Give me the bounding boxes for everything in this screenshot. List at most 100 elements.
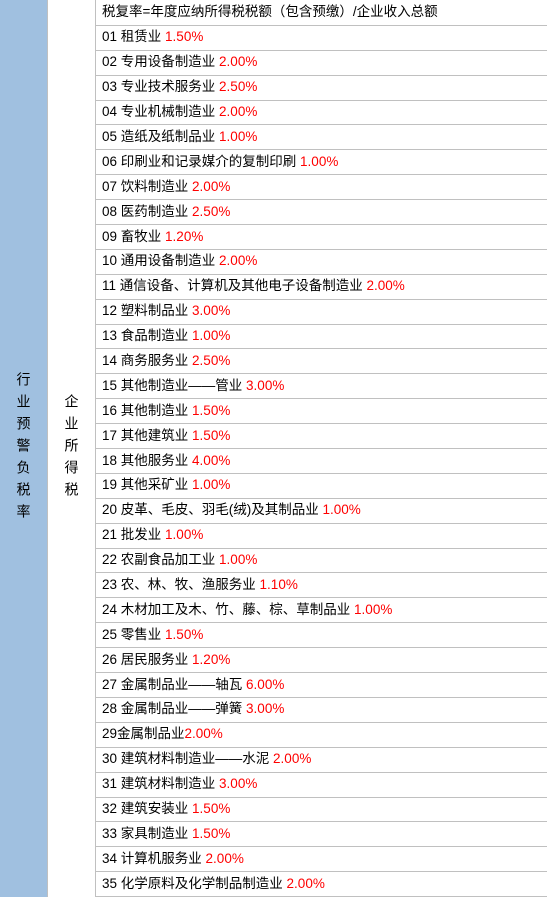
row-number: 27 bbox=[102, 677, 117, 692]
row-industry-name: 畜牧业 bbox=[117, 229, 165, 244]
row-tax-rate: 2.00% bbox=[206, 851, 244, 866]
rows-container: 01 租赁业 1.50%02 专用设备制造业 2.00%03 专业技术服务业 2… bbox=[96, 26, 547, 897]
table-row: 18 其他服务业 4.00% bbox=[96, 449, 547, 474]
row-industry-name: 其他服务业 bbox=[117, 453, 192, 468]
row-tax-rate: 2.50% bbox=[192, 353, 230, 368]
row-industry-name: 金属制品业——弹簧 bbox=[117, 701, 246, 716]
row-tax-rate: 2.00% bbox=[273, 751, 311, 766]
row-number: 07 bbox=[102, 179, 117, 194]
table-row: 03 专业技术服务业 2.50% bbox=[96, 76, 547, 101]
row-industry-name: 皮革、毛皮、羽毛(绒)及其制品业 bbox=[117, 502, 323, 517]
row-number: 14 bbox=[102, 353, 117, 368]
row-number: 21 bbox=[102, 527, 117, 542]
row-tax-rate: 1.00% bbox=[165, 527, 203, 542]
row-industry-name: 专业机械制造业 bbox=[117, 104, 219, 119]
row-tax-rate: 2.50% bbox=[192, 204, 230, 219]
row-tax-rate: 3.00% bbox=[192, 303, 230, 318]
row-number: 28 bbox=[102, 701, 117, 716]
row-industry-name: 居民服务业 bbox=[117, 652, 192, 667]
row-number: 20 bbox=[102, 502, 117, 517]
row-industry-name: 金属制品业——轴瓦 bbox=[117, 677, 246, 692]
row-number: 33 bbox=[102, 826, 117, 841]
row-industry-name: 农副食品加工业 bbox=[117, 552, 219, 567]
row-number: 11 bbox=[102, 278, 116, 293]
table-row: 19 其他采矿业 1.00% bbox=[96, 474, 547, 499]
table-row: 35 化学原料及化学制品制造业 2.00% bbox=[96, 872, 547, 897]
row-tax-rate: 2.00% bbox=[367, 278, 405, 293]
row-number: 13 bbox=[102, 328, 117, 343]
row-industry-name: 金属制品业 bbox=[117, 726, 185, 741]
row-tax-rate: 1.00% bbox=[192, 477, 230, 492]
row-number: 26 bbox=[102, 652, 117, 667]
row-tax-rate: 2.00% bbox=[219, 104, 257, 119]
row-tax-rate: 2.00% bbox=[185, 726, 223, 741]
row-tax-rate: 2.50% bbox=[219, 79, 257, 94]
row-number: 22 bbox=[102, 552, 117, 567]
row-industry-name: 专用设备制造业 bbox=[117, 54, 219, 69]
table-row: 08 医药制造业 2.50% bbox=[96, 200, 547, 225]
row-industry-name: 家具制造业 bbox=[117, 826, 192, 841]
row-tax-rate: 2.00% bbox=[287, 876, 325, 891]
row-tax-rate: 1.00% bbox=[354, 602, 392, 617]
row-tax-rate: 2.00% bbox=[192, 179, 230, 194]
row-number: 31 bbox=[102, 776, 117, 791]
row-industry-name: 农、林、牧、渔服务业 bbox=[117, 577, 260, 592]
row-number: 08 bbox=[102, 204, 117, 219]
table-row: 06 印刷业和记录媒介的复制印刷 1.00% bbox=[96, 150, 547, 175]
row-industry-name: 其他建筑业 bbox=[117, 428, 192, 443]
row-number: 04 bbox=[102, 104, 117, 119]
table-row: 07 饮料制造业 2.00% bbox=[96, 175, 547, 200]
table-row: 30 建筑材料制造业——水泥 2.00% bbox=[96, 748, 547, 773]
table-row: 20 皮革、毛皮、羽毛(绒)及其制品业 1.00% bbox=[96, 499, 547, 524]
row-industry-name: 造纸及纸制品业 bbox=[117, 129, 219, 144]
row-tax-rate: 6.00% bbox=[246, 677, 284, 692]
row-tax-rate: 1.20% bbox=[165, 229, 203, 244]
table-row: 29金属制品业2.00% bbox=[96, 723, 547, 748]
row-number: 19 bbox=[102, 477, 117, 492]
table-row: 04 专业机械制造业 2.00% bbox=[96, 101, 547, 126]
row-industry-name: 建筑材料制造业——水泥 bbox=[117, 751, 273, 766]
table-row: 09 畜牧业 1.20% bbox=[96, 225, 547, 250]
table-row: 21 批发业 1.00% bbox=[96, 524, 547, 549]
tax-rate-table: 行业预警负税率 企业所得税 税复率=年度应纳所得税税额（包含预缴）/企业收入总额… bbox=[0, 0, 547, 897]
row-number: 34 bbox=[102, 851, 117, 866]
row-industry-name: 计算机服务业 bbox=[117, 851, 206, 866]
row-tax-rate: 1.00% bbox=[192, 328, 230, 343]
row-tax-rate: 2.00% bbox=[219, 253, 257, 268]
row-industry-name: 其他制造业 bbox=[117, 403, 192, 418]
table-row: 01 租赁业 1.50% bbox=[96, 26, 547, 51]
row-tax-rate: 1.50% bbox=[165, 627, 203, 642]
row-number: 18 bbox=[102, 453, 117, 468]
table-row: 26 居民服务业 1.20% bbox=[96, 648, 547, 673]
row-industry-name: 专业技术服务业 bbox=[117, 79, 219, 94]
table-row: 11 通信设备、计算机及其他电子设备制造业 2.00% bbox=[96, 275, 547, 300]
table-row: 02 专用设备制造业 2.00% bbox=[96, 51, 547, 76]
row-tax-rate: 1.20% bbox=[192, 652, 230, 667]
row-industry-name: 印刷业和记录媒介的复制印刷 bbox=[117, 154, 300, 169]
row-number: 23 bbox=[102, 577, 117, 592]
row-number: 10 bbox=[102, 253, 117, 268]
row-number: 06 bbox=[102, 154, 117, 169]
row-number: 05 bbox=[102, 129, 117, 144]
row-number: 30 bbox=[102, 751, 117, 766]
row-number: 17 bbox=[102, 428, 117, 443]
table-row: 12 塑料制品业 3.00% bbox=[96, 300, 547, 325]
row-number: 35 bbox=[102, 876, 117, 891]
table-row: 23 农、林、牧、渔服务业 1.10% bbox=[96, 573, 547, 598]
row-industry-name: 建筑材料制造业 bbox=[117, 776, 219, 791]
row-tax-rate: 1.50% bbox=[192, 826, 230, 841]
row-industry-name: 通信设备、计算机及其他电子设备制造业 bbox=[116, 278, 367, 293]
formula-header: 税复率=年度应纳所得税税额（包含预缴）/企业收入总额 bbox=[96, 0, 547, 26]
row-number: 29 bbox=[102, 726, 117, 741]
row-industry-name: 饮料制造业 bbox=[117, 179, 192, 194]
row-number: 01 bbox=[102, 29, 117, 44]
data-column: 税复率=年度应纳所得税税额（包含预缴）/企业收入总额 01 租赁业 1.50%0… bbox=[96, 0, 547, 897]
table-row: 15 其他制造业——管业 3.00% bbox=[96, 374, 547, 399]
table-row: 10 通用设备制造业 2.00% bbox=[96, 250, 547, 275]
row-tax-rate: 4.00% bbox=[192, 453, 230, 468]
row-number: 25 bbox=[102, 627, 117, 642]
table-row: 25 零售业 1.50% bbox=[96, 623, 547, 648]
row-number: 09 bbox=[102, 229, 117, 244]
row-industry-name: 零售业 bbox=[117, 627, 165, 642]
left-sidebar: 行业预警负税率 bbox=[0, 0, 48, 897]
